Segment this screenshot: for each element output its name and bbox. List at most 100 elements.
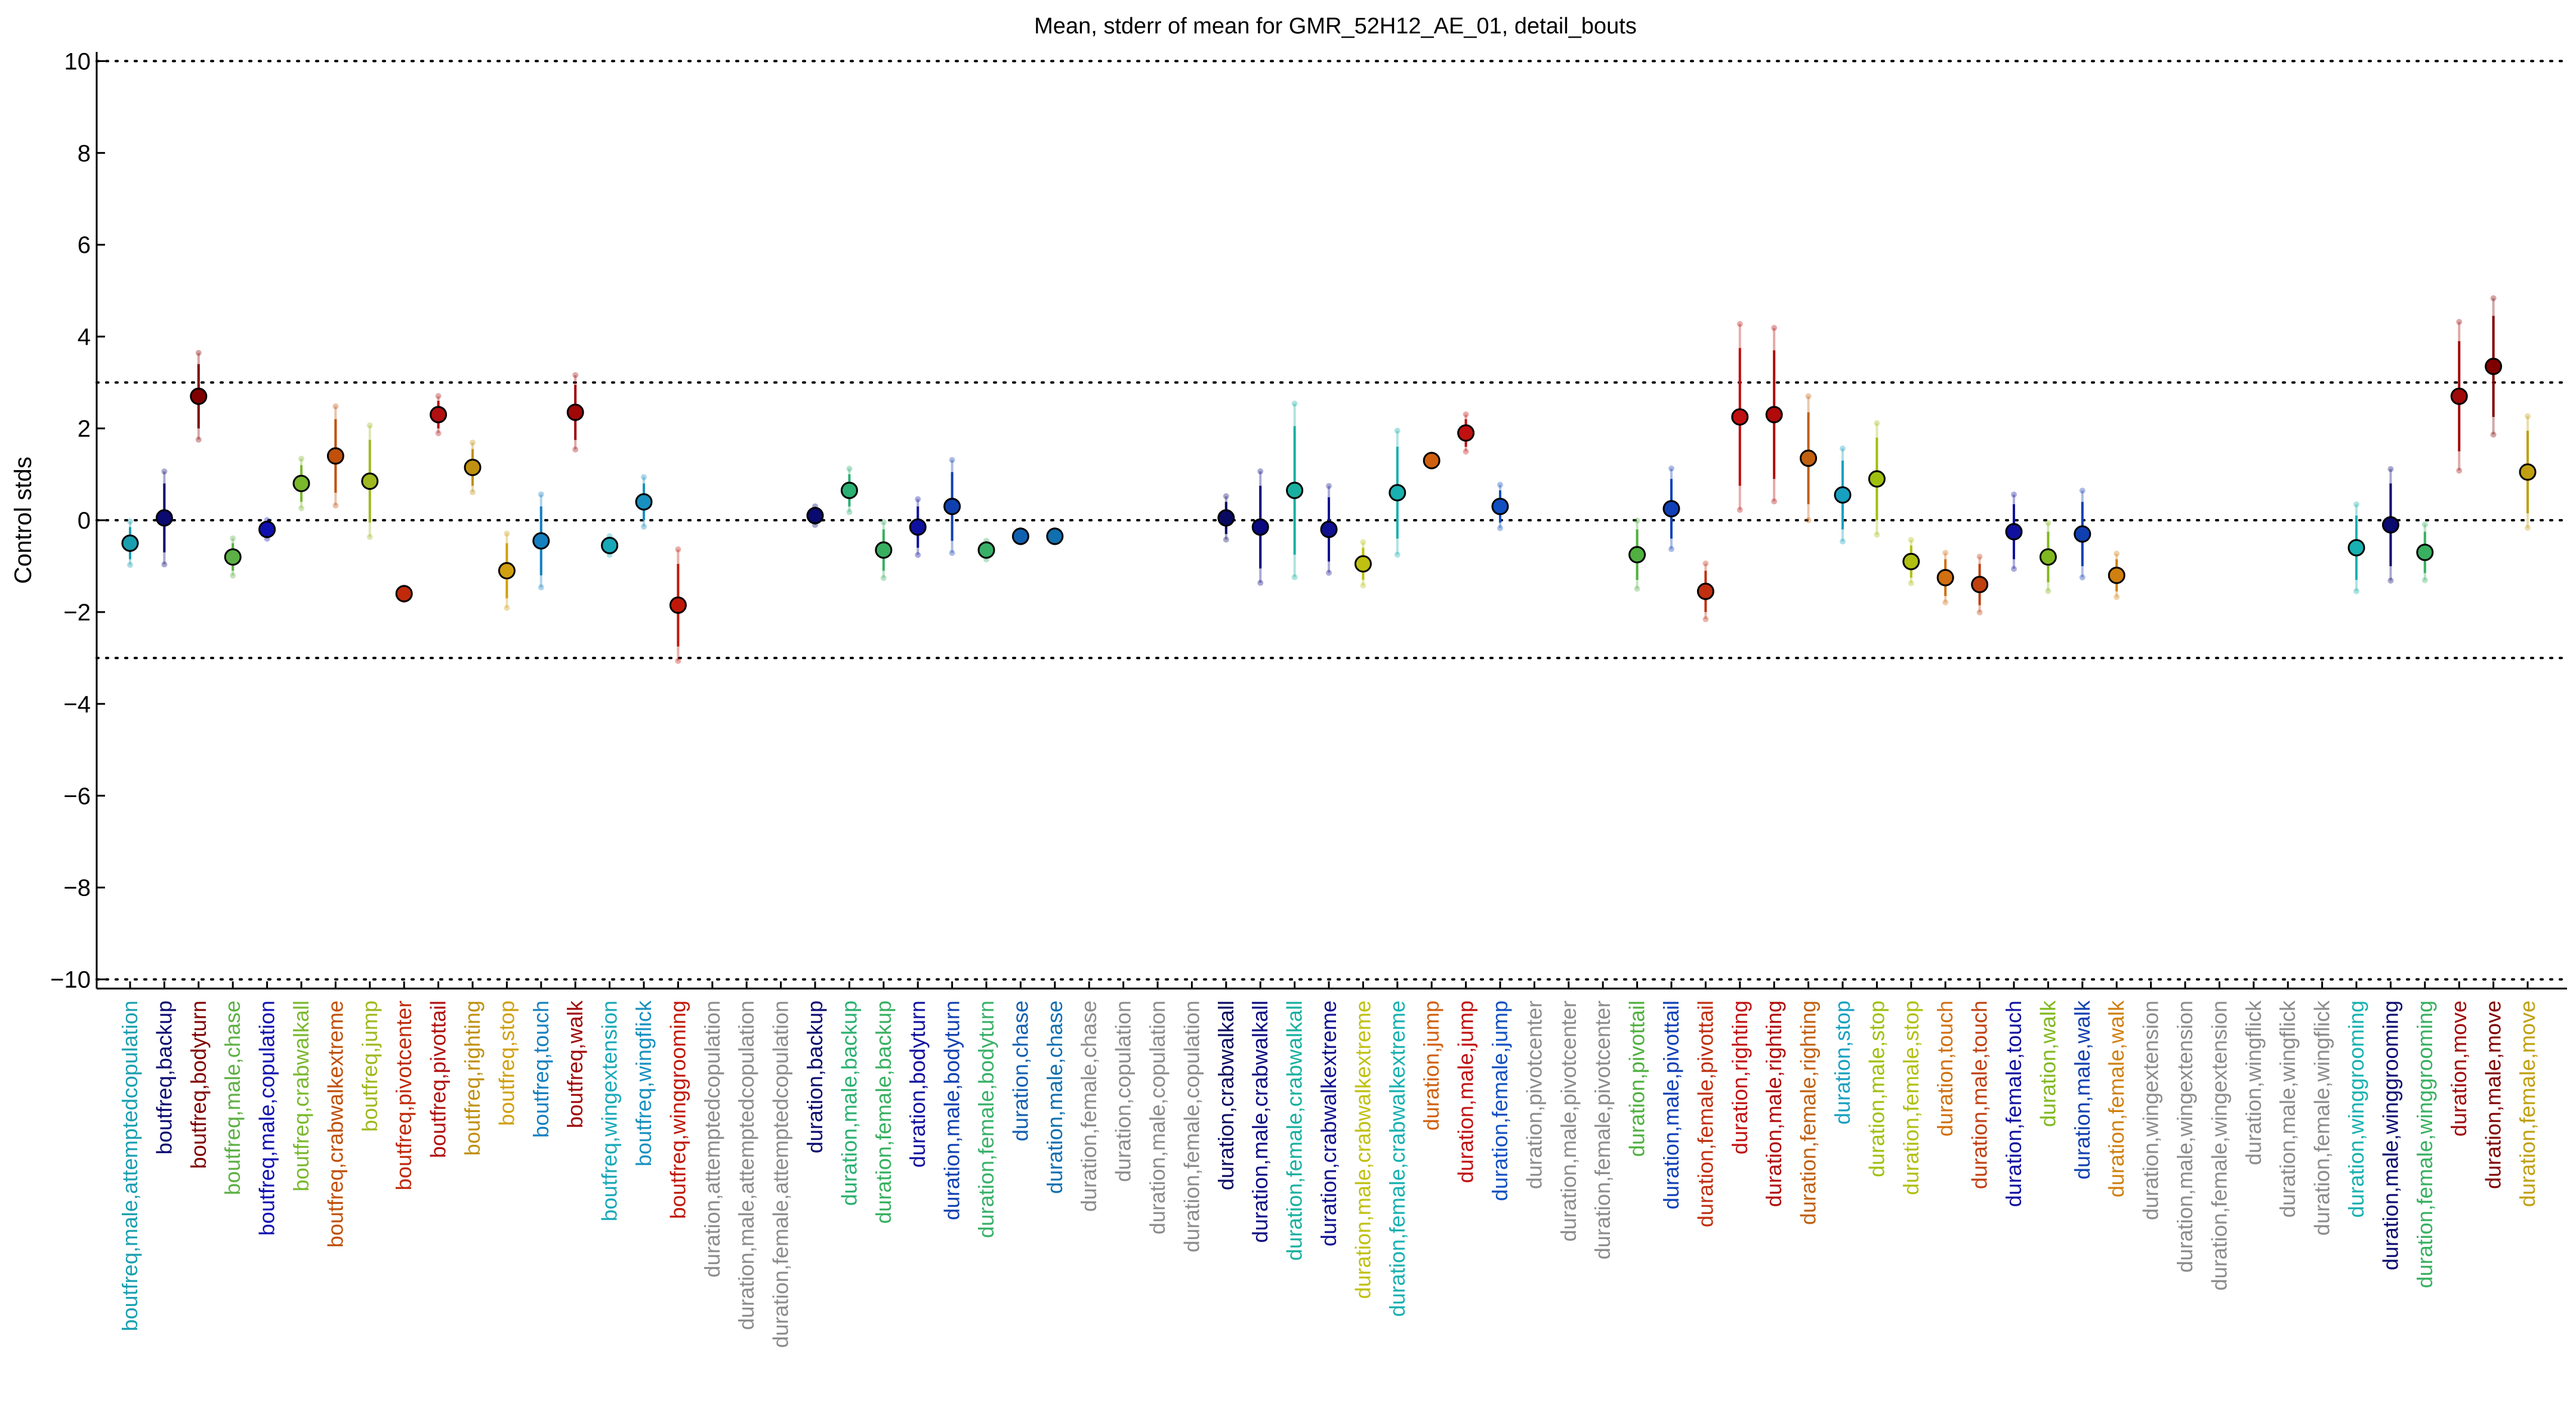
range-end-marker [2387, 466, 2394, 473]
data-point [464, 458, 482, 476]
y-tick-label: 2 [78, 416, 91, 442]
data-point-group [1971, 553, 1989, 616]
x-tick-label: duration,male,move [2481, 1000, 2506, 1189]
x-tick-label: boutfreq,crabwalkall [289, 1000, 313, 1191]
x-tick-label: duration,male,crabwalkall [1248, 1000, 1272, 1243]
data-point-group [875, 519, 893, 581]
range-end-marker [538, 584, 544, 591]
data-point-group [1389, 427, 1406, 558]
reference-lines [95, 60, 2568, 981]
range-end-marker [1394, 427, 1400, 434]
chart-title: Mean, stderr of mean for GMR_52H12_AE_01… [1034, 14, 1637, 39]
range-end-marker [1360, 582, 1366, 589]
data-point [909, 518, 927, 536]
range-end-marker [1360, 539, 1366, 545]
data-point-group [977, 538, 995, 563]
range-end-marker [1840, 445, 1846, 452]
data-point [1902, 552, 1920, 570]
range-end-marker [470, 439, 476, 446]
y-axis: 10 8 6 4 2 0 −2 −4 −6 −8 −10 [50, 48, 105, 993]
x-tick-label: duration,male,crabwalkextreme [1350, 1000, 1375, 1299]
data-point [1354, 555, 1372, 573]
data-point [532, 532, 550, 550]
data-point-group [1868, 420, 1886, 538]
data-point-group [806, 503, 824, 528]
x-tick-label: duration,crabwalkextreme [1316, 1000, 1341, 1246]
range-end-marker [2456, 319, 2463, 325]
data-point-group [1457, 411, 1475, 455]
data-point-group [1217, 493, 1235, 543]
range-end-marker [1668, 465, 1674, 472]
range-end-marker [1291, 574, 1298, 580]
x-axis [97, 981, 2567, 990]
data-point-group [909, 496, 927, 558]
data-point-group [1046, 527, 1064, 546]
range-end-marker [2045, 588, 2051, 594]
data-point [1423, 452, 1440, 470]
range-end-marker [127, 561, 133, 568]
data-point-group [635, 474, 653, 530]
range-end-marker [1257, 468, 1264, 475]
x-tick-label: duration,female,pivotcenter [1590, 1000, 1615, 1259]
data-point-group [1354, 539, 1372, 589]
x-tick-label: duration,male,copulation [1145, 1000, 1170, 1234]
range-end-marker [2045, 520, 2051, 526]
x-tick-label: duration,female,crabwalkall [1282, 1000, 1307, 1261]
x-tick-label: duration,female,chase [1076, 1000, 1101, 1212]
range-end-marker [1223, 536, 1229, 543]
range-end-marker [1668, 546, 1674, 552]
data-point-group [1936, 549, 1954, 606]
data-point-group [258, 517, 276, 542]
data-point [2074, 525, 2091, 543]
x-tick-label: duration,male,stop [1864, 1000, 1889, 1177]
data-point [2450, 387, 2468, 405]
data-point [2519, 463, 2537, 481]
range-end-marker [161, 468, 168, 475]
data-point-group [430, 393, 448, 437]
data-point-group [326, 403, 344, 509]
range-end-marker [2353, 588, 2359, 594]
data-point [1731, 408, 1749, 426]
data-point [806, 507, 824, 524]
y-tick-label: −4 [63, 691, 91, 718]
range-end-marker [470, 489, 476, 496]
range-end-marker [435, 393, 442, 399]
range-end-marker [1942, 599, 1949, 606]
x-tick-label: duration,female,jump [1488, 1000, 1512, 1201]
data-point [1491, 498, 1509, 515]
y-tick-label: 0 [78, 508, 91, 534]
range-end-marker [230, 535, 236, 542]
x-tick-label: duration,female,pivottail [1693, 1000, 1717, 1227]
range-end-marker [2490, 295, 2497, 301]
range-end-marker [1463, 411, 1469, 418]
range-end-marker [1702, 616, 1709, 623]
range-end-marker [846, 465, 853, 472]
data-point [1868, 470, 1886, 488]
data-point-group [1834, 445, 1852, 545]
x-tick-label: boutfreq,jump [357, 1000, 382, 1132]
data-point-group [669, 546, 687, 664]
range-end-marker [1805, 393, 1812, 400]
x-tick-label: duration,female,touch [2001, 1000, 2026, 1207]
data-point [1765, 406, 1783, 424]
data-point-group [1320, 483, 1338, 576]
range-end-marker [195, 436, 202, 443]
data-point-group [1662, 465, 1680, 552]
y-tick-label: 4 [78, 324, 91, 350]
data-point [1251, 518, 1269, 536]
data-point [190, 387, 208, 405]
range-end-marker [1634, 585, 1640, 592]
data-point [635, 493, 653, 511]
data-point [943, 498, 961, 515]
range-end-marker [435, 430, 442, 437]
data-point [224, 548, 242, 566]
data-point-group [2108, 550, 2125, 600]
data-point [2005, 523, 2023, 541]
range-end-marker [2079, 487, 2086, 494]
range-end-marker [1463, 448, 1469, 455]
range-end-marker [572, 446, 579, 453]
range-end-marker [2353, 501, 2359, 508]
x-tick-label: duration,male,walk [2070, 1000, 2094, 1179]
range-end-marker [161, 561, 168, 568]
